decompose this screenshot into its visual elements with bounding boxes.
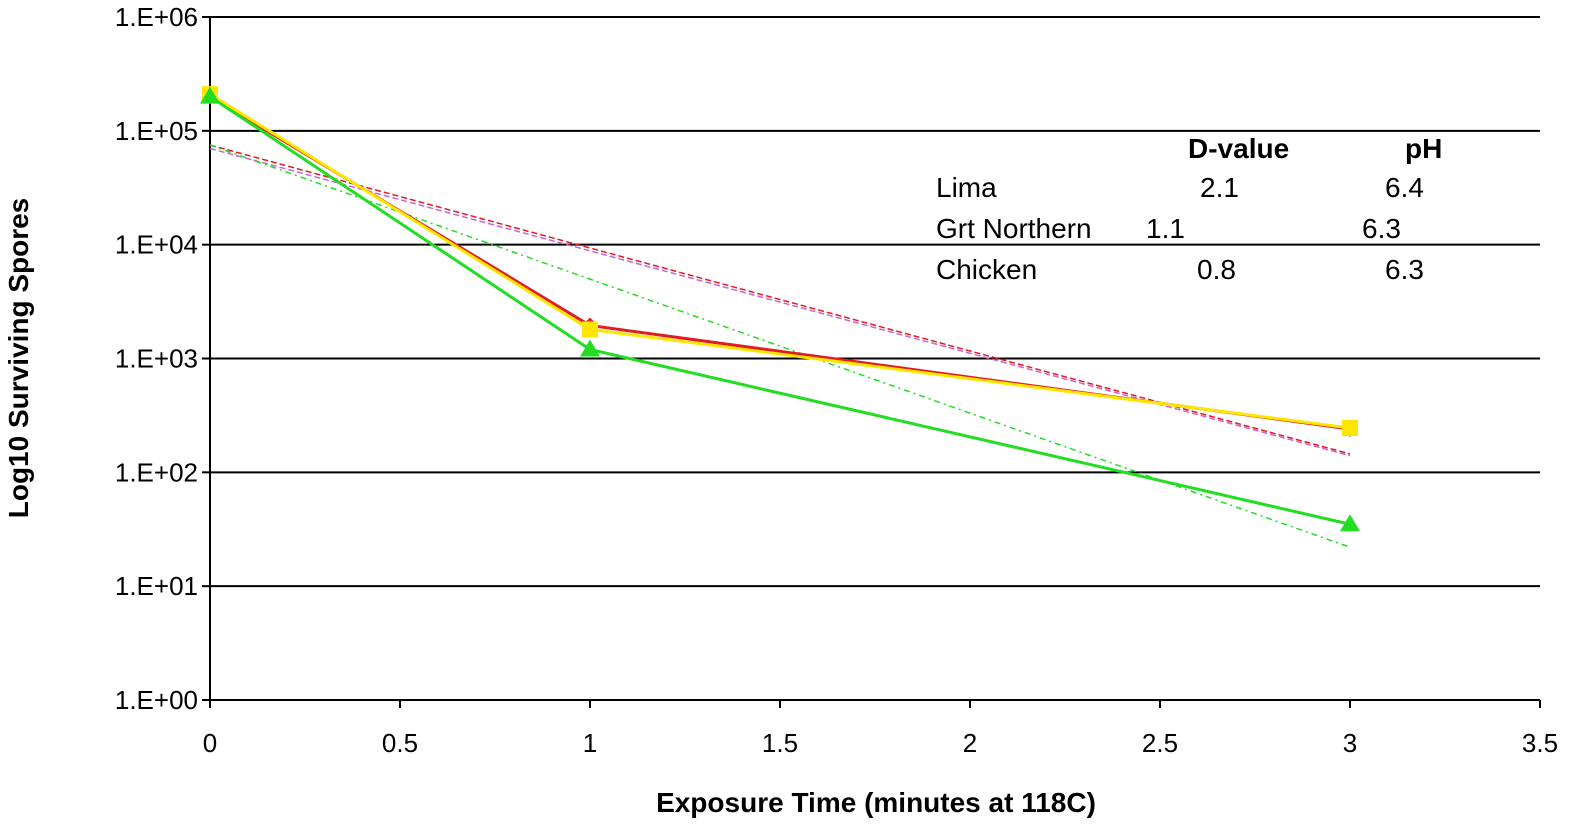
x-tick-labels: 0 0.5 1 1.5 2 2.5 3 3.5: [203, 728, 1558, 758]
data-point-triangle: [200, 86, 220, 104]
markers-group: [200, 86, 1360, 532]
d-value-table: D-value pH Lima 2.1 6.4 Grt Northern 1.1…: [936, 133, 1442, 285]
y-tick-labels: 1.E+00 1.E+01 1.E+02 1.E+03 1.E+04 1.E+05 1.E+…: [115, 2, 198, 715]
x-tick-label: 1.5: [762, 728, 798, 758]
y-tick-label: 1.E+03: [115, 344, 198, 374]
y-tick-label: 1.E+00: [115, 685, 198, 715]
y-tick-label: 1.E+04: [115, 230, 198, 260]
table-row-name: Chicken: [936, 254, 1037, 285]
y-axis-title: Log10 Surviving Spores: [3, 198, 34, 519]
table-row-name: Lima: [936, 172, 997, 203]
data-point-square: [1342, 420, 1358, 437]
table-row-dvalue: 1.1: [1146, 213, 1185, 244]
trendlines: [209, 144, 1351, 548]
table-row-ph: 6.4: [1385, 172, 1424, 203]
y-tick-label: 1.E+05: [115, 116, 198, 146]
x-tick-label: 2.5: [1142, 728, 1178, 758]
x-tick-label: 3.5: [1522, 728, 1558, 758]
table-header-ph: pH: [1405, 133, 1442, 164]
trendline: [209, 144, 1351, 455]
x-axis-title: Exposure Time (minutes at 118C): [656, 787, 1096, 818]
y-tick-label: 1.E+01: [115, 571, 198, 601]
table-row-ph: 6.3: [1385, 254, 1424, 285]
x-tick-label: 0.5: [382, 728, 418, 758]
data-point-square: [582, 321, 598, 338]
trendline: [209, 147, 1351, 457]
table-row-dvalue: 0.8: [1197, 254, 1236, 285]
x-tick-label: 0: [203, 728, 217, 758]
series-line: [209, 95, 1351, 431]
y-tick-label: 1.E+06: [115, 2, 198, 32]
data-point-triangle: [1340, 514, 1360, 532]
data-point-triangle: [580, 339, 600, 357]
series-line: [209, 95, 1351, 526]
x-tick-label: 2: [963, 728, 977, 758]
table-row-dvalue: 2.1: [1200, 172, 1239, 203]
gridlines: [210, 16, 1540, 588]
axes: [202, 16, 1541, 708]
series-line: [209, 92, 1351, 430]
x-tick-label: 1: [583, 728, 597, 758]
y-tick-label: 1.E+02: [115, 457, 198, 487]
x-tick-label: 3: [1343, 728, 1357, 758]
table-row-ph: 6.3: [1362, 213, 1401, 244]
table-header-dvalue: D-value: [1188, 133, 1289, 164]
series-group: [209, 92, 1351, 526]
table-row-name: Grt Northern: [936, 213, 1092, 244]
trendline: [209, 144, 1351, 548]
